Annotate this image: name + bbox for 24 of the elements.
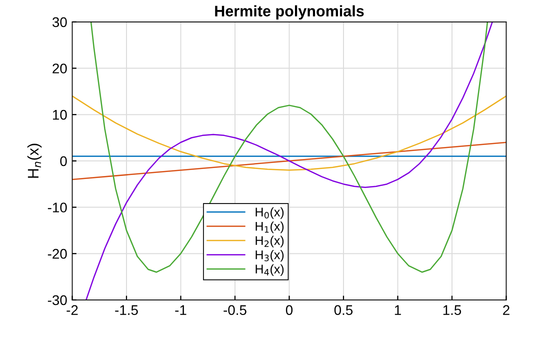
x-tick-label: -0.5 [224, 305, 246, 315]
x-tick-label: 2 [503, 305, 510, 315]
legend-label: H$_{3}$(x) [256, 250, 284, 262]
x-tick-label: 1.5 [443, 305, 462, 315]
legend-label: H$_{0}$(x) [256, 207, 284, 219]
y-tick-label: -10 [48, 202, 67, 212]
x-tick-label: 1 [394, 305, 401, 315]
y-tick-label: -20 [48, 248, 67, 259]
y-tick-label: 20 [52, 64, 67, 74]
y-tick-label: 10 [52, 110, 67, 120]
legend-label: H$_{1}$(x) [256, 222, 284, 234]
x-tick-label: -1.5 [115, 305, 138, 315]
chart-title: Hermite polynomials [215, 5, 364, 20]
legend-label: H$_{4}$(x) [256, 264, 284, 276]
x-tick-label: -1 [175, 305, 186, 315]
y-axis-title: H$_{n}$(x) [27, 144, 42, 178]
line-series [72, 95, 506, 171]
legend-label: H$_{2}$(x) [256, 236, 284, 248]
x-tick-label: 0 [286, 305, 293, 315]
x-tick-label: 0.5 [334, 305, 353, 315]
y-tick-label: 0 [60, 156, 67, 166]
y-tick-label: 30 [52, 17, 67, 28]
x-tick-label: -2 [66, 305, 78, 315]
y-tick-label: -30 [48, 295, 67, 306]
